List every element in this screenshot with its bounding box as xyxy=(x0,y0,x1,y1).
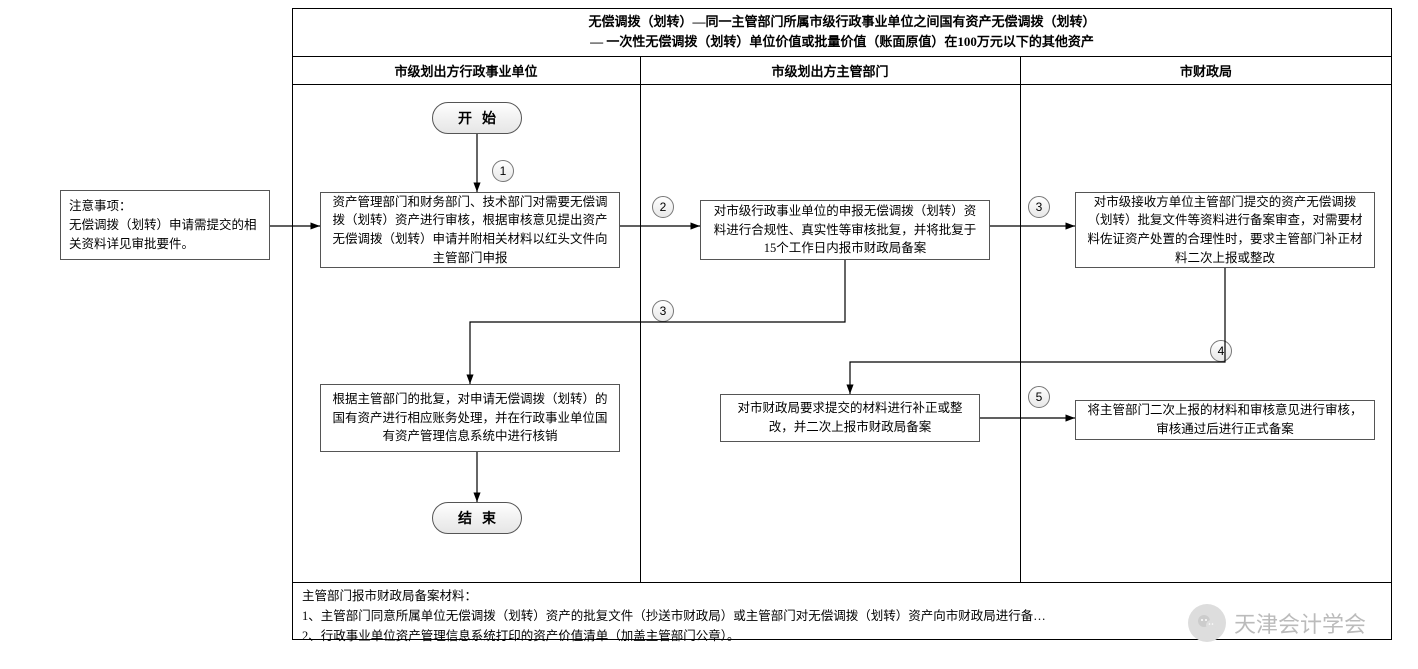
vline-1 xyxy=(640,56,641,582)
col-header-3: 市财政局 xyxy=(1020,56,1392,84)
badge-4: 4 xyxy=(1210,340,1232,362)
box-b3: 对市级接收方单位主管部门提交的资产无偿调拨（划转）批复文件等资料进行备案审查，对… xyxy=(1075,192,1375,268)
col-header-2: 市级划出方主管部门 xyxy=(640,56,1020,84)
terminator-start: 开始 xyxy=(432,102,522,134)
badge-2: 2 xyxy=(652,196,674,218)
hline-footer xyxy=(292,582,1392,583)
box-b4: 根据主管部门的批复，对申请无偿调拨（划转）的国有资产进行相应账务处理，并在行政事… xyxy=(320,384,620,452)
box-b1: 资产管理部门和财务部门、技术部门对需要无偿调拨（划转）资产进行审核，根据审核意见… xyxy=(320,192,620,268)
col-header-1: 市级划出方行政事业单位 xyxy=(292,56,640,84)
hline-header xyxy=(292,84,1392,85)
badge-3b: 3 xyxy=(652,300,674,322)
watermark-text: 天津会计学会 xyxy=(1234,607,1366,639)
badge-1: 1 xyxy=(492,160,514,182)
badge-5: 5 xyxy=(1028,386,1050,408)
note-box: 注意事项： 无偿调拨（划转）申请需提交的相关资料详见审批要件。 xyxy=(60,190,270,260)
wechat-icon xyxy=(1188,604,1226,642)
note-line-1: 注意事项： xyxy=(69,197,261,216)
box-b5: 对市财政局要求提交的材料进行补正或整改，并二次上报市财政局备案 xyxy=(720,394,980,442)
note-line-2: 无偿调拨（划转）申请需提交的相关资料详见审批要件。 xyxy=(69,216,261,254)
flowchart-canvas: 无偿调拨（划转）—同一主管部门所属市级行政事业单位之间国有资产无偿调拨（划转） … xyxy=(0,0,1418,669)
wechat-svg xyxy=(1195,611,1219,635)
footer-line-1: 主管部门报市财政局备案材料： xyxy=(302,586,1382,606)
terminator-end: 结束 xyxy=(432,502,522,534)
diagram-title: 无偿调拨（划转）—同一主管部门所属市级行政事业单位之间国有资产无偿调拨（划转） … xyxy=(292,12,1392,51)
title-line-1: 无偿调拨（划转）—同一主管部门所属市级行政事业单位之间国有资产无偿调拨（划转） xyxy=(292,12,1392,32)
box-b2: 对市级行政事业单位的申报无偿调拨（划转）资料进行合规性、真实性等审核批复，并将批… xyxy=(700,200,990,260)
box-b6: 将主管部门二次上报的材料和审核意见进行审核，审核通过后进行正式备案 xyxy=(1075,400,1375,440)
watermark: 天津会计学会 xyxy=(1188,604,1366,642)
title-line-2: — 一次性无偿调拨（划转）单位价值或批量价值（账面原值）在100万元以下的其他资… xyxy=(292,32,1392,52)
vline-2 xyxy=(1020,56,1021,582)
badge-3a: 3 xyxy=(1028,196,1050,218)
